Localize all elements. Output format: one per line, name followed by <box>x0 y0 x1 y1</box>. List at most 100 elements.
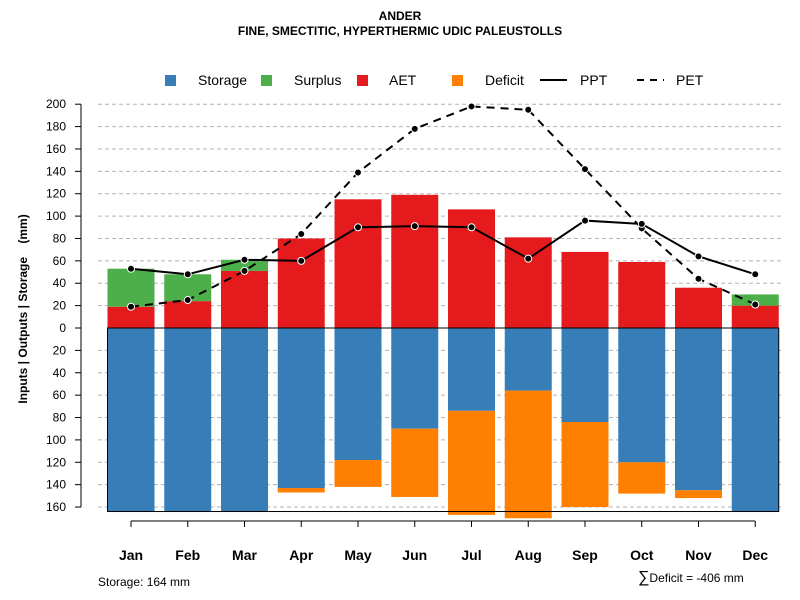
deficit-bar <box>334 460 382 487</box>
y-tick-label: 100 <box>46 433 66 447</box>
y-tick-label: 60 <box>53 388 67 402</box>
surplus-legend-swatch <box>261 75 272 86</box>
ppt-point <box>751 270 760 279</box>
x-tick-label: Sep <box>572 547 598 563</box>
pet-point <box>354 168 362 177</box>
surplus-legend-label: Surplus <box>294 72 341 88</box>
storage-bar <box>334 328 382 461</box>
aet-bar <box>504 237 552 328</box>
y-tick-label: 20 <box>53 343 67 357</box>
ppt-point <box>694 252 703 261</box>
ppt-legend-label: PPT <box>580 72 608 88</box>
storage-bar <box>618 328 666 463</box>
x-tick-label: May <box>344 547 371 563</box>
storage-bar <box>675 328 722 491</box>
aet-bar <box>731 305 779 328</box>
y-tick-label: 20 <box>53 299 67 313</box>
aet-bar <box>618 261 666 328</box>
surplus-bar <box>221 259 268 271</box>
deficit-bar <box>561 421 609 508</box>
x-tick-label: Aug <box>515 547 542 563</box>
ppt-point <box>637 219 646 228</box>
storage-bar <box>448 328 495 411</box>
x-tick-label: Jun <box>402 547 427 563</box>
x-tick-label: Jul <box>461 547 481 563</box>
y-tick-label: 120 <box>46 187 66 201</box>
pet-point <box>297 230 306 239</box>
deficit-bar <box>448 410 495 515</box>
x-tick-label: Oct <box>630 547 654 563</box>
storage-bar <box>164 328 212 512</box>
ppt-point <box>467 223 476 232</box>
aet-bar <box>391 194 439 328</box>
x-tick-label: Nov <box>685 547 712 563</box>
deficit-legend-swatch <box>452 75 463 86</box>
storage-legend-label: Storage <box>198 72 247 88</box>
deficit-summary: ∑Deficit = -406 mm <box>638 569 744 587</box>
x-tick-label: Feb <box>175 547 200 563</box>
y-tick-label: 0 <box>59 321 66 335</box>
ppt-point <box>410 222 419 231</box>
ppt-point <box>524 254 533 263</box>
pet-point <box>240 266 249 275</box>
x-tick-label: Dec <box>742 547 768 563</box>
storage-bar <box>731 328 779 512</box>
y-tick-label: 80 <box>53 231 67 245</box>
y-tick-label: 100 <box>46 209 66 223</box>
surplus-bar <box>107 268 155 307</box>
ppt-point <box>581 216 589 225</box>
pet-point <box>467 102 476 111</box>
storage-bar <box>277 328 325 489</box>
y-tick-label: 40 <box>53 276 67 290</box>
storage-summary: Storage: 164 mm <box>98 575 191 589</box>
y-tick-label: 160 <box>46 500 66 514</box>
pet-point <box>127 302 135 311</box>
deficit-summary-text: Deficit = -406 mm <box>649 571 744 585</box>
surplus-bar <box>731 294 779 306</box>
x-tick-label: Apr <box>289 547 314 563</box>
ppt-point <box>297 256 306 265</box>
aet-bar <box>334 199 382 328</box>
storage-bar <box>561 328 609 422</box>
ppt-point <box>240 255 249 264</box>
pet-point <box>524 105 533 114</box>
aet-bar <box>107 306 155 328</box>
storage-bar <box>107 328 155 512</box>
pet-point <box>183 296 192 305</box>
y-tick-label: 40 <box>53 366 67 380</box>
y-tick-label: 140 <box>46 164 66 178</box>
deficit-bar <box>391 428 439 497</box>
deficit-bar <box>504 390 552 519</box>
pet-point <box>694 274 703 283</box>
storage-bar <box>221 328 268 512</box>
x-tick-label: Jan <box>119 547 143 563</box>
y-tick-label: 80 <box>53 411 67 425</box>
y-tick-label: 160 <box>46 142 66 156</box>
deficit-bar <box>277 488 325 493</box>
aet-bar <box>221 270 268 328</box>
sigma-symbol: ∑ <box>638 569 650 586</box>
aet-legend-label: AET <box>389 72 417 88</box>
pet-point <box>581 165 589 174</box>
pet-legend-label: PET <box>676 72 704 88</box>
y-tick-label: 60 <box>53 254 67 268</box>
storage-outline <box>107 327 780 513</box>
ppt-line <box>130 219 756 276</box>
ppt-point <box>127 264 135 273</box>
y-axis-label: Inputs | Outputs | Storage (mm) <box>16 214 30 403</box>
aet-bar <box>675 287 722 328</box>
pet-point <box>751 300 760 309</box>
storage-legend-swatch <box>165 75 176 86</box>
storage-bar <box>391 328 439 429</box>
deficit-legend-label: Deficit <box>485 72 524 88</box>
y-tick-label: 180 <box>46 120 66 134</box>
deficit-bar <box>618 462 666 494</box>
ppt-point <box>183 270 192 279</box>
y-tick-label: 120 <box>46 455 66 469</box>
pet-point <box>410 124 419 133</box>
ppt-point <box>354 223 362 232</box>
deficit-bar <box>675 490 722 499</box>
chart-subtitle: FINE, SMECTITIC, HYPERTHERMIC UDIC PALEU… <box>237 24 563 38</box>
x-tick-label: Mar <box>232 547 257 563</box>
